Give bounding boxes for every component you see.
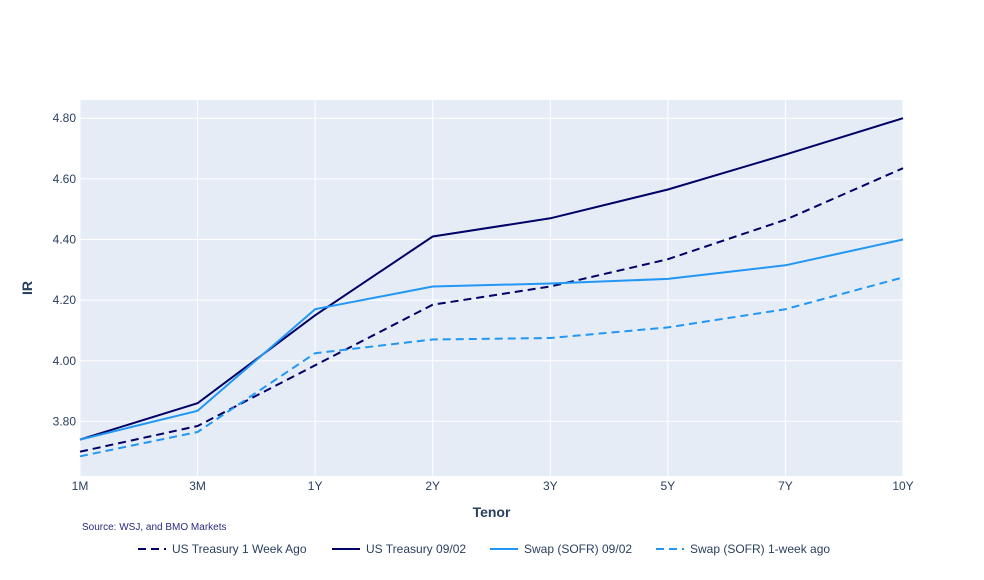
legend-label: US Treasury 1 Week Ago [172, 542, 307, 556]
legend-item[interactable]: US Treasury 1 Week Ago [138, 542, 307, 556]
series-line-swap-sofr-09-02 [79, 238, 904, 441]
legend-item[interactable]: Swap (SOFR) 09/02 [490, 542, 632, 556]
y-tick-label: 4.40 [53, 232, 77, 246]
legend-label: Swap (SOFR) 09/02 [524, 542, 632, 556]
x-tick-label: 3Y [543, 479, 558, 493]
x-tick-label: 7Y [778, 479, 793, 493]
x-axis-title: Tenor [473, 504, 511, 520]
x-tick-label: 1Y [308, 479, 323, 493]
y-tick-label: 3.80 [53, 414, 77, 428]
x-tick-label: 10Y [892, 479, 913, 493]
y-tick-label: 4.60 [53, 172, 77, 186]
x-tick-label: 3M [189, 479, 206, 493]
series-line-swap-sofr-1-week-ago [79, 276, 904, 458]
series-line-us-treasury-1-week-ago [79, 167, 904, 453]
legend-label: US Treasury 09/02 [366, 542, 466, 556]
legend-label: Swap (SOFR) 1-week ago [690, 542, 830, 556]
y-tick-label: 4.80 [53, 111, 77, 125]
legend-item[interactable]: US Treasury 09/02 [332, 542, 466, 556]
y-tick-label: 4.20 [53, 293, 77, 307]
legend-item[interactable]: Swap (SOFR) 1-week ago [656, 542, 830, 556]
grid-lines [79, 100, 904, 476]
source-note: Source: WSJ, and BMO Markets [82, 522, 227, 533]
x-tick-labels: 1M 3M 1Y 2Y 3Y 5Y 7Y 10Y [72, 479, 914, 493]
x-tick-label: 1M [72, 479, 89, 493]
x-tick-label: 5Y [661, 479, 676, 493]
legend: US Treasury 1 Week Ago US Treasury 09/02 S… [138, 542, 830, 556]
plot-background [80, 100, 903, 476]
y-tick-label: 4.00 [53, 354, 77, 368]
series-lines [79, 117, 904, 458]
series-line-us-treasury-09-02 [79, 117, 904, 441]
x-tick-label: 2Y [425, 479, 440, 493]
y-tick-labels: 3.80 4.00 4.20 4.40 4.60 4.80 [53, 111, 77, 428]
y-axis-title: IR [19, 281, 35, 295]
